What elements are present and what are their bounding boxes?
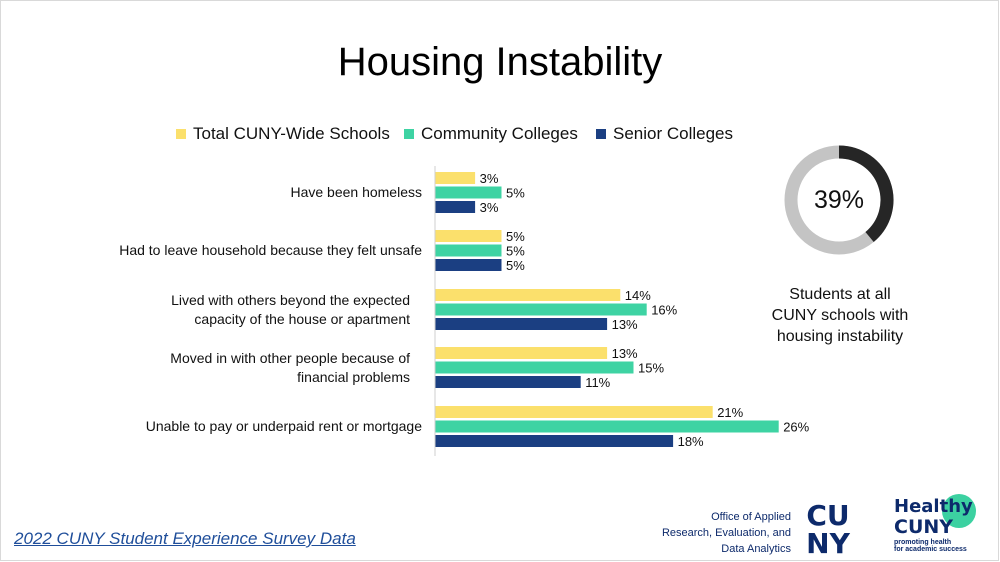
category-label-line: Had to leave household because they felt… xyxy=(119,242,422,258)
bar xyxy=(435,259,502,271)
legend-swatch-total xyxy=(176,129,186,139)
healthy-tagline-line: for academic success xyxy=(894,546,967,553)
category-label: Unable to pay or underpaid rent or mortg… xyxy=(62,417,422,436)
chart-legend: Total CUNY-Wide Schools Community Colleg… xyxy=(0,124,1000,146)
bar xyxy=(435,289,621,301)
bar xyxy=(435,376,581,388)
bar-value-label: 13% xyxy=(612,317,638,332)
legend-swatch-community xyxy=(404,129,414,139)
office-name-line: Data Analytics xyxy=(721,543,791,555)
bar-value-label: 5% xyxy=(506,258,525,273)
category-label-line: Moved in with other people because of xyxy=(170,349,410,366)
donut-value-label: 39% xyxy=(813,185,865,214)
bar-value-label: 3% xyxy=(480,200,499,215)
bar xyxy=(435,318,608,330)
bar xyxy=(435,172,476,184)
donut-caption-line: housing instability xyxy=(776,328,904,345)
category-label: Had to leave household because they felt… xyxy=(62,241,422,260)
bar-value-label: 15% xyxy=(638,361,664,376)
office-name: Office of Applied Research, Evaluation, … xyxy=(640,509,791,557)
bar-value-label: 26% xyxy=(783,420,809,435)
bar xyxy=(435,244,502,257)
healthy-logo-word: CUNY xyxy=(894,516,954,538)
healthy-logo-word: Healthy xyxy=(894,496,973,517)
healthy-logo-tagline: promoting health for academic success xyxy=(894,539,967,553)
office-name-line: Office of Applied xyxy=(711,511,791,523)
category-label-line: financial problems xyxy=(297,368,410,385)
legend-swatch-senior xyxy=(596,129,606,139)
donut-caption: Students at all CUNY schools with housin… xyxy=(740,284,940,347)
bar xyxy=(435,201,476,213)
bar xyxy=(435,406,713,418)
healthy-cuny-logo: Healthy CUNY promoting health for academ… xyxy=(890,494,990,556)
bar xyxy=(435,303,647,316)
bar xyxy=(435,347,608,359)
bar-value-label: 21% xyxy=(717,405,743,420)
bar xyxy=(435,361,634,374)
bar-value-label: 11% xyxy=(585,375,610,390)
legend-label-total: Total CUNY-Wide Schools xyxy=(193,124,390,143)
category-label: Moved in with other people because of fin… xyxy=(50,349,410,387)
legend-label-community: Community Colleges xyxy=(421,124,578,143)
donut-caption-line: Students at all xyxy=(789,286,891,303)
summary-donut: 39% xyxy=(784,145,894,255)
bar-value-label: 5% xyxy=(506,244,525,259)
cuny-logo-top: CU xyxy=(806,500,849,532)
category-label: Have been homeless xyxy=(62,183,422,202)
speech-bubble-icon xyxy=(942,494,976,528)
office-name-line: Research, Evaluation, and xyxy=(661,527,791,539)
category-label-line: Have been homeless xyxy=(290,184,422,200)
cuny-logo-bottom: NY xyxy=(806,527,850,556)
healthy-tagline-line: promoting health xyxy=(894,539,952,546)
bar-value-label: 18% xyxy=(678,434,704,449)
bar-value-label: 5% xyxy=(506,229,525,244)
category-label-line: Lived with others beyond the expected xyxy=(171,291,410,308)
donut-chart xyxy=(784,145,894,255)
legend-label-senior: Senior Colleges xyxy=(613,124,734,143)
donut-value-arc xyxy=(838,145,894,242)
bar xyxy=(435,435,674,447)
bar-value-label: 3% xyxy=(480,171,499,186)
bar-value-label: 14% xyxy=(625,288,651,303)
source-link[interactable]: 2022 CUNY Student Experience Survey Data xyxy=(14,529,356,548)
bar-value-label: 16% xyxy=(651,303,677,318)
bar xyxy=(435,186,502,199)
bar-value-label: 5% xyxy=(506,186,525,201)
legend-item-senior: Senior Colleges xyxy=(596,124,733,144)
bar-value-label: 13% xyxy=(612,346,638,361)
page-title: Housing Instability xyxy=(337,40,663,84)
legend-item-total: Total CUNY-Wide Schools xyxy=(176,124,390,144)
bar xyxy=(435,230,502,242)
category-label-line: capacity of the house or apartment xyxy=(194,310,410,327)
cuny-logo: CU NY xyxy=(806,500,850,556)
bar xyxy=(435,420,779,433)
category-label-line: Unable to pay or underpaid rent or mortg… xyxy=(145,418,422,434)
donut-caption-line: CUNY schools with xyxy=(771,307,909,324)
legend-item-community: Community Colleges xyxy=(404,124,578,144)
category-label: Lived with others beyond the expected cap… xyxy=(50,291,410,329)
